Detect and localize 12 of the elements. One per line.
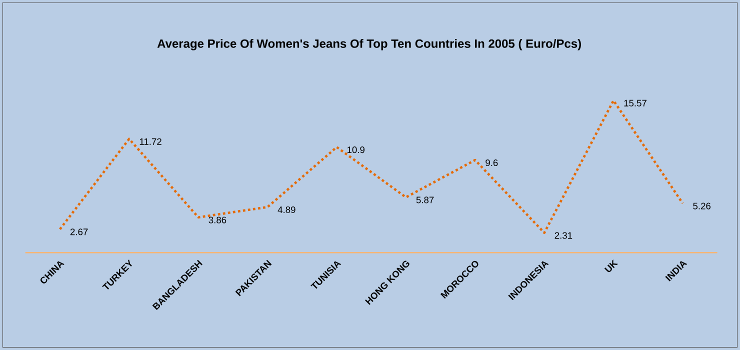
data-label: 5.87 [416, 196, 434, 204]
data-label: 3.86 [208, 216, 226, 224]
data-label: 9.6 [486, 159, 498, 166]
data-label: 4.89 [278, 206, 296, 214]
data-label: 2.31 [554, 232, 572, 239]
data-label: 5.26 [693, 202, 711, 210]
data-label: 2.67 [70, 228, 88, 236]
data-label: 10.9 [347, 146, 364, 154]
data-label: 11.72 [140, 138, 162, 145]
data-label: 15.57 [624, 100, 646, 106]
x-tick-label: UK [604, 260, 618, 272]
chart-title: Average Price Of Women's Jeans Of Top Ten Countries In 2005 ( Euro/Pcs) [157, 39, 581, 50]
